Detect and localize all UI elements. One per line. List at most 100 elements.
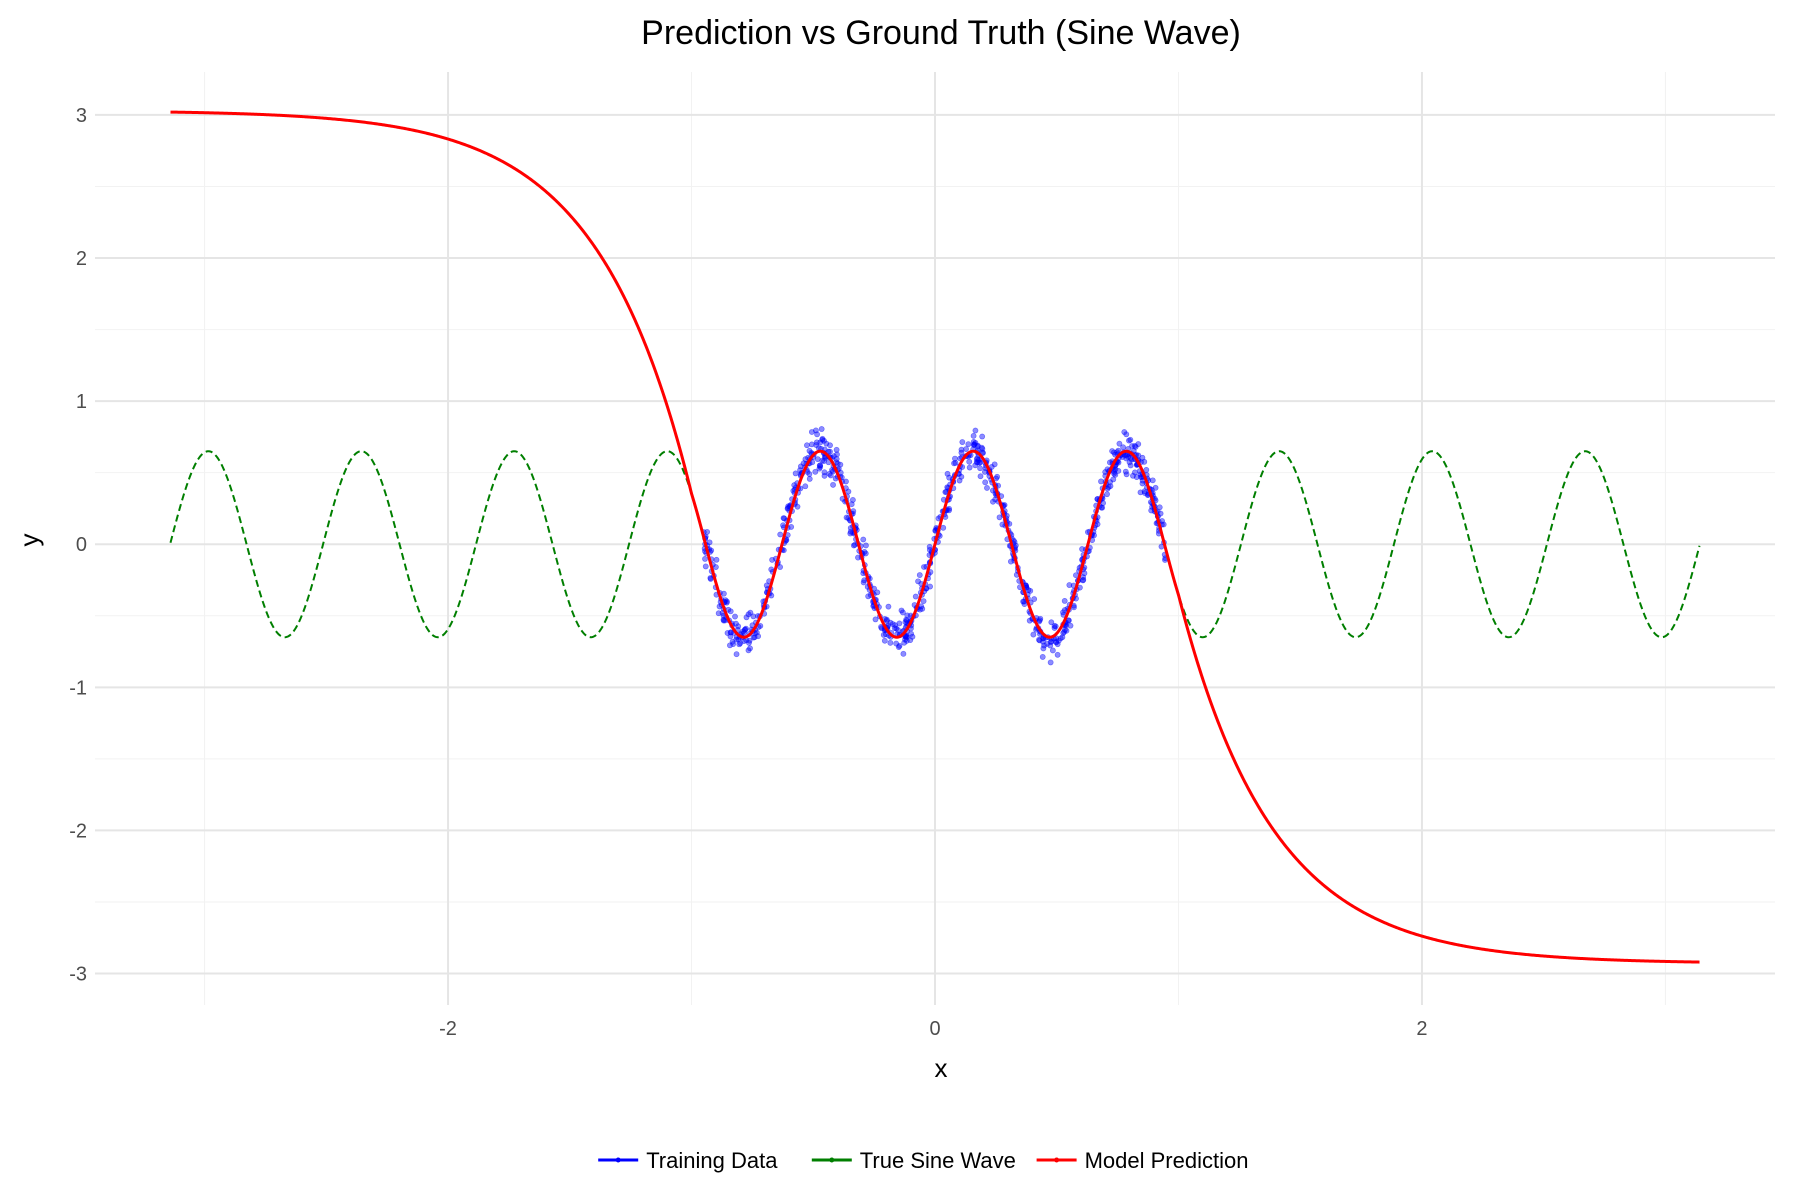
training-data-point <box>912 593 919 600</box>
training-data-point <box>1049 647 1056 654</box>
x-axis-title: x <box>935 1053 948 1083</box>
training-data-point <box>1051 623 1058 629</box>
training-data-point <box>1007 558 1014 565</box>
training-data-point <box>979 433 986 440</box>
training-data-point <box>984 485 990 491</box>
training-data-point <box>1116 440 1123 447</box>
training-data-point <box>1141 490 1148 496</box>
training-data-point <box>974 443 981 450</box>
training-data-point <box>713 556 720 563</box>
training-data-point <box>702 556 708 562</box>
training-data-point <box>834 451 840 458</box>
training-data-point <box>1051 625 1058 631</box>
training-data-point <box>818 426 825 432</box>
training-data-point <box>860 536 867 543</box>
training-data-point <box>1067 622 1074 629</box>
training-data-point <box>847 528 854 535</box>
training-data-point <box>893 625 900 632</box>
training-data-point <box>1123 431 1130 438</box>
training-data-point <box>791 482 798 489</box>
training-data-point <box>746 637 753 644</box>
training-data-point <box>830 453 837 460</box>
training-data-point <box>813 439 820 446</box>
training-data-point <box>996 514 1003 521</box>
training-data-point <box>780 515 787 521</box>
training-data-point <box>1044 640 1050 647</box>
training-data-point <box>958 449 965 456</box>
y-axis-title: y <box>14 534 44 547</box>
training-data-point <box>1094 521 1101 528</box>
training-data-point <box>896 642 903 649</box>
legend-swatch-dot <box>615 1157 621 1163</box>
training-data-point <box>708 547 715 554</box>
training-data-point <box>1160 521 1167 528</box>
x-tick-label: -2 <box>439 1018 457 1040</box>
training-data-point <box>903 617 910 624</box>
y-tick-label: 0 <box>76 534 87 556</box>
training-data-point <box>1054 641 1061 648</box>
training-data-point <box>926 543 933 550</box>
legend-label: True Sine Wave <box>860 1148 1016 1173</box>
training-data-point <box>900 650 907 657</box>
training-data-point <box>966 464 973 471</box>
training-data-point <box>916 572 923 578</box>
training-data-point <box>797 467 803 473</box>
training-data-point <box>895 627 901 633</box>
training-data-point <box>959 439 966 445</box>
training-data-point <box>715 610 722 617</box>
training-data-point <box>1066 582 1073 588</box>
training-data-point <box>755 633 762 640</box>
model-prediction-line <box>170 110 1700 964</box>
legend-item: Training Data <box>598 1148 778 1173</box>
legend-swatch-dot <box>1054 1157 1060 1163</box>
training-data-point <box>1127 462 1134 469</box>
training-data-point <box>999 521 1006 528</box>
training-data-point <box>1063 627 1070 634</box>
training-data-point <box>904 634 910 640</box>
training-data-point <box>963 446 969 452</box>
training-data-point <box>881 637 888 644</box>
training-data-point <box>1030 631 1037 638</box>
training-data-point <box>1149 477 1156 484</box>
training-data-point <box>702 563 709 570</box>
training-data-point <box>972 427 979 434</box>
training-data-point <box>966 458 973 465</box>
training-data-point <box>874 589 881 596</box>
training-data-point <box>777 531 784 538</box>
training-data-point <box>860 579 867 586</box>
training-data-point <box>1081 570 1088 577</box>
training-data-point <box>1148 507 1155 514</box>
training-data-point <box>733 620 739 627</box>
training-data-point <box>802 456 809 463</box>
training-data-point <box>822 455 828 461</box>
training-data-point <box>1115 467 1122 474</box>
training-data-point <box>863 542 869 549</box>
training-data-point <box>1156 504 1163 511</box>
training-data-point <box>742 626 749 633</box>
training-data-point <box>1061 597 1068 604</box>
ticks-layer: -2 0 2 -3 -2 -1 0 1 2 3 <box>69 105 1427 1040</box>
legend-label: Training Data <box>646 1148 778 1173</box>
y-tick-label: 2 <box>76 248 87 270</box>
training-data-point <box>880 632 887 638</box>
training-data-point <box>1080 576 1087 583</box>
training-data-point <box>977 473 984 480</box>
training-data-point <box>901 639 908 646</box>
legend: Training Data True Sine Wave Model Predict… <box>598 1148 1248 1173</box>
training-data-point <box>1120 444 1127 451</box>
training-data-point <box>814 431 820 438</box>
training-data-point <box>848 501 855 508</box>
training-data-point <box>1109 448 1116 454</box>
y-tick-label: 1 <box>76 391 87 413</box>
training-data-point <box>804 442 810 449</box>
training-data-point <box>816 465 823 472</box>
legend-swatch-dot <box>829 1157 835 1163</box>
y-tick-label: -3 <box>69 964 87 986</box>
training-data-point <box>827 442 833 449</box>
training-data-point <box>833 446 840 453</box>
training-data-point <box>1048 619 1055 626</box>
y-tick-label: -2 <box>69 820 87 842</box>
training-data-point <box>1127 454 1134 461</box>
